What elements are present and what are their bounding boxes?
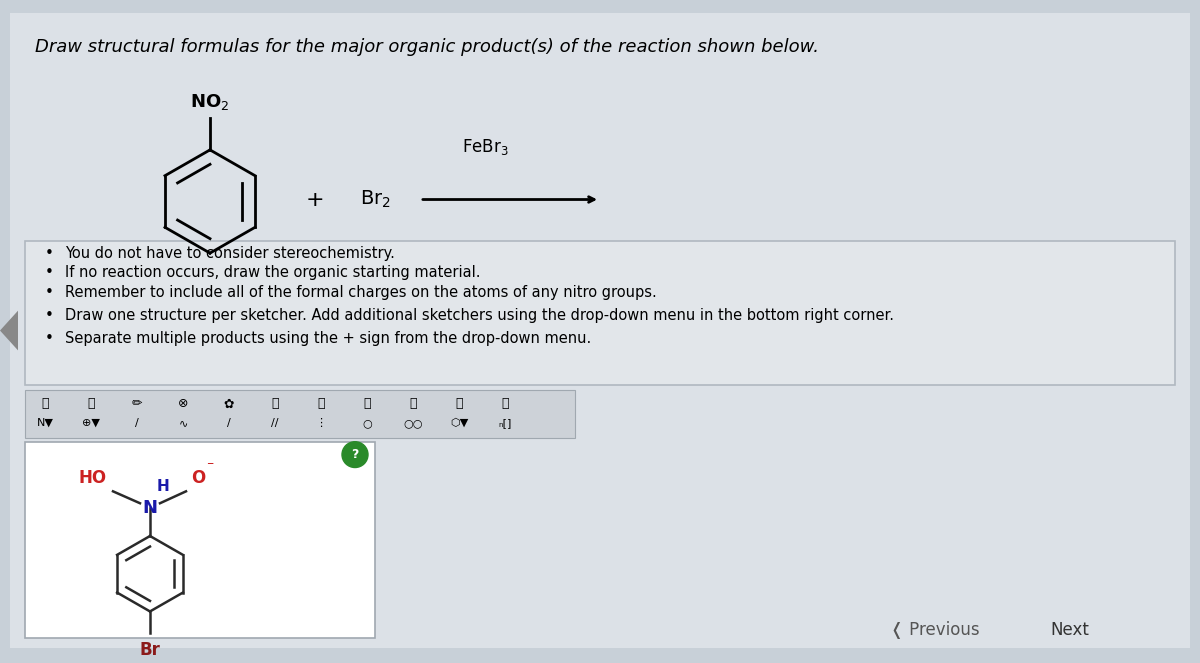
Text: ✿: ✿ xyxy=(223,398,234,410)
Text: ✏: ✏ xyxy=(132,398,143,410)
Text: ⊕▼: ⊕▼ xyxy=(82,418,100,428)
Text: ⋮: ⋮ xyxy=(316,418,326,428)
Text: ⁻: ⁻ xyxy=(206,459,214,473)
Text: //: // xyxy=(271,418,278,428)
Text: •: • xyxy=(46,308,54,323)
Text: HO: HO xyxy=(79,469,107,487)
Text: ○: ○ xyxy=(362,418,372,428)
Text: •: • xyxy=(46,331,54,346)
Text: ○○: ○○ xyxy=(403,418,422,428)
Text: ∿: ∿ xyxy=(179,418,187,428)
Text: ₙ[]: ₙ[] xyxy=(498,418,511,428)
Text: 🔍: 🔍 xyxy=(409,398,416,410)
Text: NO$_2$: NO$_2$ xyxy=(191,92,229,112)
Text: Draw one structure per sketcher. Add additional sketchers using the drop-down me: Draw one structure per sketcher. Add add… xyxy=(65,308,894,323)
Bar xyxy=(25,442,374,638)
Text: Remember to include all of the formal charges on the atoms of any nitro groups.: Remember to include all of the formal ch… xyxy=(65,285,656,300)
Text: 🐾: 🐾 xyxy=(41,398,49,410)
Text: N▼: N▼ xyxy=(36,418,54,428)
Text: Draw structural formulas for the major organic product(s) of the reaction shown : Draw structural formulas for the major o… xyxy=(35,38,818,56)
Text: •: • xyxy=(46,265,54,280)
Polygon shape xyxy=(10,13,1190,648)
Text: If no reaction occurs, draw the organic starting material.: If no reaction occurs, draw the organic … xyxy=(65,265,480,280)
Text: Next: Next xyxy=(1050,621,1088,639)
Text: ⊗: ⊗ xyxy=(178,398,188,410)
Text: 🦁: 🦁 xyxy=(317,398,325,410)
Text: Br$_2$: Br$_2$ xyxy=(360,189,390,210)
Text: •: • xyxy=(46,245,54,261)
Text: ?: ? xyxy=(352,448,359,461)
Text: O: O xyxy=(191,469,205,487)
Text: 🔔: 🔔 xyxy=(88,398,95,410)
Text: N: N xyxy=(143,499,157,517)
Text: Separate multiple products using the + sign from the drop-down menu.: Separate multiple products using the + s… xyxy=(65,331,592,346)
Polygon shape xyxy=(0,311,18,350)
Text: /: / xyxy=(136,418,139,428)
Text: •: • xyxy=(46,285,54,300)
Text: Br: Br xyxy=(139,641,161,659)
Text: /: / xyxy=(227,418,230,428)
Text: 🎯: 🎯 xyxy=(364,398,371,410)
Text: ❬ Previous: ❬ Previous xyxy=(890,621,980,639)
Text: 🐦: 🐦 xyxy=(271,398,278,410)
Text: 🍀: 🍀 xyxy=(502,398,509,410)
Text: H: H xyxy=(157,479,169,494)
Text: 🔍: 🔍 xyxy=(455,398,463,410)
Text: +: + xyxy=(306,190,324,210)
Text: FeBr$_3$: FeBr$_3$ xyxy=(462,137,509,157)
Bar xyxy=(25,390,575,438)
Circle shape xyxy=(342,442,368,467)
Bar xyxy=(25,241,1175,385)
Text: ⬡▼: ⬡▼ xyxy=(450,418,468,428)
Text: You do not have to consider stereochemistry.: You do not have to consider stereochemis… xyxy=(65,245,395,261)
